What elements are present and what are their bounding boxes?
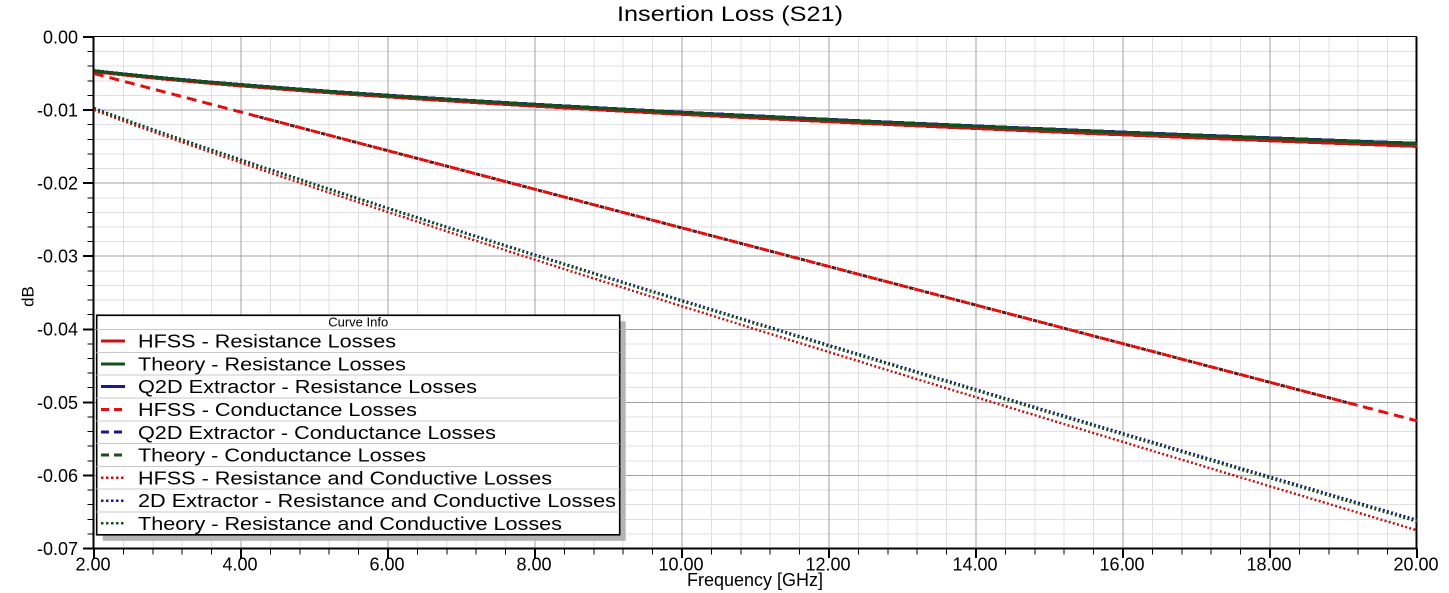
svg-text:Q2D Extractor - Conductance Lo: Q2D Extractor - Conductance Losses [138,423,496,443]
svg-text:0.00: 0.00 [43,27,78,47]
svg-text:4.00: 4.00 [222,555,257,575]
svg-text:Theory - Conductance Losses: Theory - Conductance Losses [138,446,426,466]
svg-text:14.00: 14.00 [952,555,997,575]
svg-text:HFSS - Resistance and Conducti: HFSS - Resistance and Conductive Losses [138,468,552,488]
svg-text:Theory - Resistance Losses: Theory - Resistance Losses [138,354,406,374]
svg-text:-0.01: -0.01 [37,100,78,120]
svg-text:16.00: 16.00 [1099,555,1144,575]
svg-text:-0.03: -0.03 [37,247,78,267]
svg-text:-0.04: -0.04 [37,320,78,340]
svg-text:-0.05: -0.05 [37,393,78,413]
svg-text:8.00: 8.00 [516,555,551,575]
svg-text:Insertion Loss (S21): Insertion Loss (S21) [617,2,843,26]
svg-text:10.00: 10.00 [658,555,703,575]
svg-text:Frequency [GHz]: Frequency [GHz] [687,570,823,590]
svg-text:Theory - Resistance and Conduc: Theory - Resistance and Conductive Losse… [138,514,562,534]
svg-text:HFSS - Resistance Losses: HFSS - Resistance Losses [138,332,396,352]
svg-text:12.00: 12.00 [805,555,850,575]
svg-text:20.00: 20.00 [1393,555,1438,575]
svg-text:2.00: 2.00 [75,555,110,575]
svg-text:Q2D Extractor - Resistance Los: Q2D Extractor - Resistance Losses [138,377,477,397]
svg-text:18.00: 18.00 [1246,555,1291,575]
svg-text:2D Extractor - Resistance and: 2D Extractor - Resistance and Conductive… [138,491,616,511]
svg-text:HFSS - Conductance Losses: HFSS - Conductance Losses [138,400,417,420]
svg-text:Curve Info: Curve Info [328,314,388,329]
svg-text:-0.07: -0.07 [37,539,78,559]
svg-text:-0.06: -0.06 [37,466,78,486]
svg-text:-0.02: -0.02 [37,174,78,194]
svg-text:dB: dB [19,286,38,307]
svg-text:6.00: 6.00 [369,555,404,575]
